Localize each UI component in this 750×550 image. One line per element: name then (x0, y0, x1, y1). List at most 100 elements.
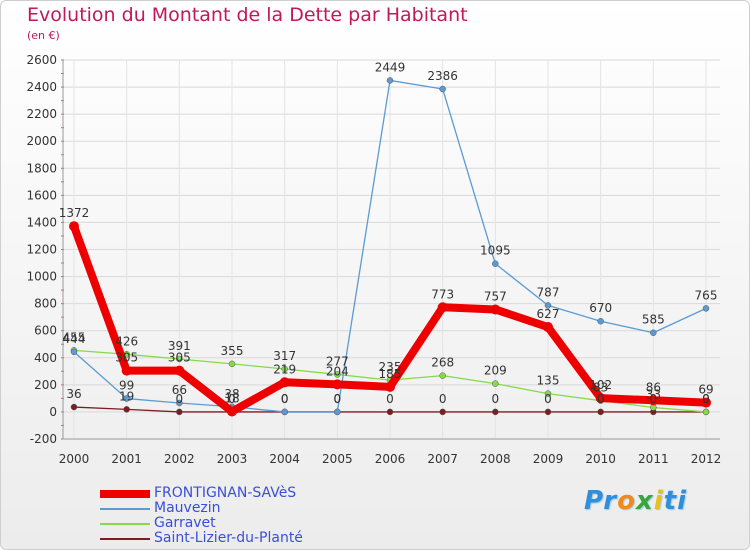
legend-item: Mauvezin (100, 501, 400, 516)
legend-swatch (100, 490, 150, 498)
data-point (437, 302, 448, 313)
x-tick-label: 2004 (269, 452, 300, 466)
data-point (597, 317, 604, 325)
data-label: 268 (431, 356, 454, 370)
data-point (702, 305, 710, 312)
data-label: 455 (63, 330, 86, 344)
x-tick-label: 2002 (164, 452, 195, 466)
data-label: 18 (224, 392, 239, 406)
data-label: 83 (593, 381, 608, 395)
legend-swatch (100, 508, 150, 510)
data-point (70, 403, 78, 411)
data-point (121, 365, 132, 376)
data-point (279, 377, 290, 388)
data-point (123, 406, 130, 413)
y-tick-label: 800 (34, 297, 57, 311)
y-tick-label: 1000 (26, 270, 57, 284)
data-label: 0 (281, 392, 289, 406)
data-point (439, 408, 446, 416)
legend-label: Garravet (154, 515, 216, 531)
data-label: 2449 (375, 60, 406, 74)
data-label: 219 (273, 362, 296, 376)
data-label: 0 (439, 392, 447, 406)
proxiti-logo: Proxiti (584, 486, 687, 516)
data-label: 787 (537, 285, 560, 299)
y-tick-label: 2200 (26, 107, 57, 121)
data-label: 36 (66, 387, 81, 401)
legend-item: Garravet (100, 516, 400, 531)
data-point (332, 379, 343, 390)
data-label: 1372 (59, 206, 90, 220)
data-point (227, 406, 237, 417)
y-tick-label: 0 (49, 405, 57, 419)
legend-label: Saint-Lizier-du-Planté (154, 530, 303, 546)
data-label: 426 (115, 334, 138, 348)
data-label: 355 (221, 344, 244, 358)
data-point (648, 395, 659, 406)
data-point (490, 304, 501, 315)
x-tick-label: 2001 (111, 452, 142, 466)
data-point (702, 408, 710, 416)
chart-unit: (en €) (27, 29, 60, 42)
data-label: 444 (63, 332, 86, 346)
legend-item: FRONTIGNAN-SAVèS (100, 486, 400, 501)
data-point (69, 221, 79, 232)
data-point (334, 408, 341, 416)
data-label: 773 (431, 287, 454, 301)
data-label: 585 (642, 313, 665, 327)
data-label: 86 (646, 380, 661, 394)
data-label: 235 (379, 360, 402, 374)
data-label: 0 (702, 392, 710, 406)
data-label: 317 (273, 349, 296, 363)
axes: -200020040060080010001200140016001800200… (26, 53, 721, 466)
data-label: 204 (326, 364, 349, 378)
legend-swatch (100, 523, 150, 525)
legend-label: Mauvezin (154, 500, 221, 516)
data-label: 66 (172, 383, 187, 397)
legend-label: FRONTIGNAN-SAVèS (154, 485, 297, 501)
data-label: 102 (589, 378, 612, 392)
data-point (492, 380, 499, 387)
data-labels: 1372 305 305 18 219 204 185 773 757 627 102 86 69 444… (59, 60, 718, 405)
data-label: 765 (695, 288, 718, 302)
y-tick-label: 1200 (26, 243, 57, 257)
data-label: 0 (386, 392, 394, 406)
data-point (597, 408, 604, 416)
data-label: 305 (168, 351, 191, 365)
data-label: 670 (589, 301, 612, 315)
data-label: 0 (492, 392, 500, 406)
x-tick-label: 2003 (217, 452, 248, 466)
data-point (176, 408, 183, 416)
data-label: 277 (326, 354, 349, 368)
data-point (334, 371, 341, 378)
y-tick-label: 2600 (26, 53, 57, 67)
data-point (439, 85, 446, 93)
data-label: 757 (484, 289, 507, 303)
data-point (70, 348, 78, 356)
data-label: 0 (176, 392, 184, 406)
data-label: 209 (484, 364, 507, 378)
x-tick-label: 2006 (375, 452, 406, 466)
data-point (123, 395, 130, 402)
y-tick-label: 200 (34, 378, 57, 392)
data-label: 391 (168, 339, 191, 353)
data-label: 33 (646, 387, 661, 401)
data-point (701, 397, 711, 408)
y-tick-label: -200 (30, 432, 57, 446)
series-layer (69, 77, 711, 417)
data-label: 0 (281, 392, 289, 406)
legend-swatch (100, 538, 150, 540)
x-tick-label: 2010 (585, 452, 616, 466)
data-label: 38 (224, 387, 239, 401)
data-point (386, 77, 394, 84)
data-label: 0 (544, 392, 552, 406)
data-label: 135 (537, 374, 560, 388)
data-label: 0 (597, 392, 605, 406)
data-point (176, 399, 183, 407)
data-label: 305 (115, 351, 138, 365)
data-label: 627 (537, 307, 560, 321)
x-tick-label: 2009 (533, 452, 564, 466)
legend: FRONTIGNAN-SAVèS Mauvezin Garravet Saint-Li… (100, 486, 400, 546)
data-point (281, 408, 288, 416)
